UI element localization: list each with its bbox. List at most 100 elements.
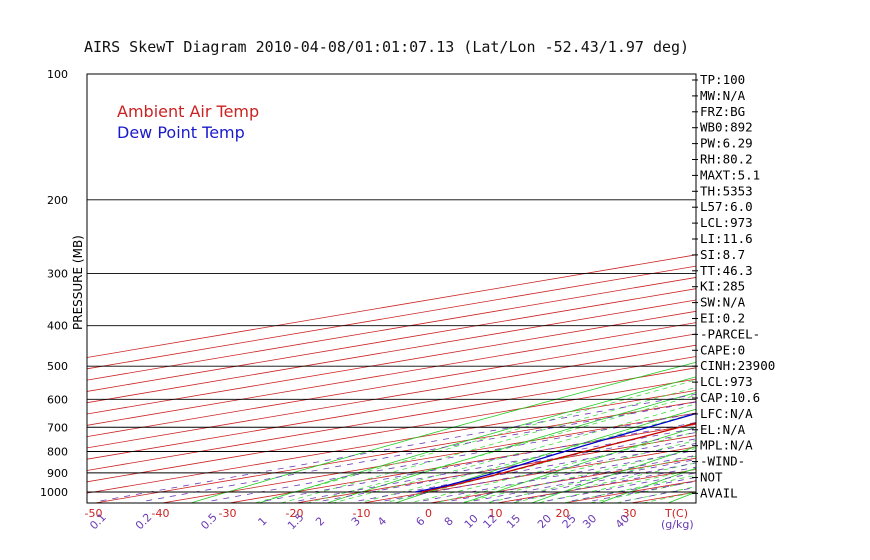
isotherm-line — [427, 457, 696, 503]
series-line-dew-point-temp — [414, 412, 696, 493]
sounding-index: LI:11.6 — [700, 231, 753, 246]
isobar-lines — [87, 199, 696, 493]
mixing-ratio-label: 15 — [504, 512, 523, 531]
sounding-index: KI:285 — [700, 279, 745, 294]
dry-adiabat-line — [790, 74, 870, 509]
sounding-indices: TP:100MW:N/AFRZ:BGWB0:892PW:6.29RH:80.2M… — [692, 72, 775, 500]
profile-lines — [414, 412, 696, 493]
sounding-index: MPL:N/A — [700, 438, 753, 453]
sounding-index: MAXT:5.1 — [700, 167, 760, 182]
mixing-ratio-line — [547, 472, 696, 502]
mixing-ratio-line — [322, 432, 696, 502]
sounding-index: EI:0.2 — [700, 311, 745, 326]
mixing-ratio-label: 20 — [535, 512, 554, 531]
y-axis-label: PRESSURE (MB) — [71, 235, 85, 330]
sounding-index: L57:6.0 — [700, 199, 753, 214]
pressure-tick-label: 400 — [47, 320, 68, 333]
pressure-tick-label: 100 — [47, 68, 68, 81]
plot-frame — [86, 73, 697, 504]
series-line-ambient-air-temp — [421, 422, 696, 493]
dry-adiabat-line — [598, 467, 696, 503]
bottom-temperature-tick: -20 — [286, 507, 304, 520]
dry-adiabat-line — [858, 74, 870, 509]
temperature-unit-label: T(C) — [664, 507, 688, 520]
isotherm-line — [360, 446, 696, 503]
isotherm-line — [87, 265, 696, 370]
dry-adiabat-line — [394, 408, 696, 503]
bottom-temperature-ticks: -50 -40 -30 -20 -10 0 10 20 30 — [85, 507, 637, 520]
dry-adiabat-line — [189, 361, 696, 503]
sounding-index: SW:N/A — [700, 295, 746, 310]
mixing-ratio-line — [473, 459, 696, 502]
isotherm-line — [87, 367, 696, 471]
pressure-tick-label: 800 — [47, 445, 68, 458]
pressure-tick-label: 200 — [47, 194, 68, 207]
isotherm-line — [87, 389, 696, 494]
moist-adiabat-line — [356, 412, 696, 503]
mixing-ratio-label: 4 — [375, 514, 389, 528]
bottom-temperature-tick: -50 — [85, 507, 103, 520]
sounding-index: LCL:973 — [700, 374, 753, 389]
isotherm-line — [87, 344, 696, 449]
mixing-ratio-line — [100, 393, 696, 502]
sounding-index: WB0:892 — [700, 120, 753, 135]
bottom-temperature-tick: 20 — [556, 507, 570, 520]
mixing-ratio-label: 1 — [256, 514, 270, 528]
sounding-index: LCL:973 — [700, 215, 753, 230]
moist-adiabat-line — [458, 448, 696, 503]
isotherm-line — [87, 356, 696, 460]
legend-dew-point-temp: Dew Point Temp — [117, 123, 245, 142]
sounding-index: MW:N/A — [700, 88, 746, 103]
mixing-ratio-line — [265, 422, 696, 502]
mixing-ratio-line — [358, 438, 696, 502]
pressure-tick-label: 700 — [47, 421, 68, 434]
mixing-ratio-line — [384, 443, 696, 502]
mixing-ratio-unit-label: (g/kg) — [661, 518, 694, 531]
sounding-index: -PARCEL- — [700, 326, 760, 341]
dry-adiabat-line — [257, 376, 696, 503]
moist-adiabat-line — [305, 394, 696, 503]
sounding-index: PW:6.29 — [700, 136, 753, 151]
isotherm-line — [92, 401, 696, 503]
sounding-index: CAP:10.6 — [700, 390, 760, 405]
moist-adiabat-line — [535, 468, 696, 503]
sounding-index: -WIND- — [700, 454, 745, 469]
sounding-index: TH:5353 — [700, 183, 753, 198]
dry-adiabat-line — [530, 446, 696, 503]
isotherm-line — [159, 412, 696, 503]
mixing-ratio-line — [146, 401, 696, 502]
pressure-tick-labels: 100 200 300 400 500 600 700 800 900 1000 — [40, 68, 68, 499]
dry-adiabat-line — [666, 491, 696, 503]
isotherm-line — [561, 480, 696, 503]
moist-adiabat-line — [382, 421, 696, 503]
legend-ambient-air-temp: Ambient Air Temp — [117, 102, 259, 121]
sounding-index: LFC:N/A — [700, 406, 753, 421]
sounding-index: NOT — [700, 470, 723, 485]
sounding-index: TP:100 — [700, 72, 745, 87]
isotherm-line — [293, 435, 696, 503]
sounding-index: CINH:23900 — [700, 358, 775, 373]
moist-adiabat-line — [253, 379, 696, 503]
pressure-tick-label: 900 — [47, 467, 68, 480]
sounding-index: RH:80.2 — [700, 152, 753, 167]
bottom-temperature-tick: 30 — [623, 507, 637, 520]
bottom-temperature-tick: 0 — [425, 507, 432, 520]
isotherm-line — [226, 423, 696, 503]
sounding-index: EL:N/A — [700, 422, 746, 437]
mixing-ratio-line — [492, 462, 696, 502]
pressure-tick-label: 1000 — [40, 486, 68, 499]
sounding-index: SI:8.7 — [700, 247, 745, 262]
bottom-temperature-tick: 10 — [489, 507, 503, 520]
isotherm-line — [87, 333, 696, 438]
isotherm-line — [87, 277, 696, 381]
sounding-index: AVAIL — [700, 485, 738, 500]
dry-adiabat-line — [462, 426, 696, 503]
bottom-temperature-tick: -30 — [219, 507, 237, 520]
mixing-ratio-label: 2 — [313, 514, 327, 528]
mixing-ratio-label: 8 — [442, 514, 456, 528]
sounding-index: CAPE:0 — [700, 342, 745, 357]
pressure-tick-label: 500 — [47, 360, 68, 373]
mixing-ratio-label: 10 — [462, 512, 481, 531]
bottom-temperature-tick: -40 — [152, 507, 170, 520]
